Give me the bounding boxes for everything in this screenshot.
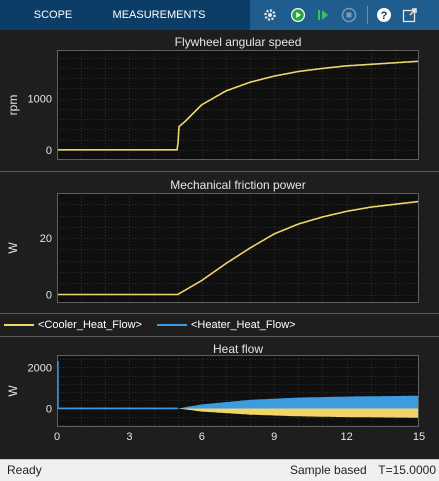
heat-flow-plot[interactable]: W 0 2000 0 3 6 9 12 15: [0, 337, 439, 459]
x-tick-label: 0: [54, 431, 60, 443]
series-line-speed: [57, 60, 419, 151]
axes-frame: [57, 193, 419, 303]
x-tick-label: 12: [340, 431, 352, 443]
y-tick-label: 0: [46, 403, 52, 415]
legend: <Cooler_Heat_Flow> <Heater_Heat_Flow>: [0, 314, 439, 336]
panel-divider: [0, 336, 439, 337]
plot-title: Mechanical friction power: [170, 178, 306, 192]
legend-item-cooler[interactable]: <Cooler_Heat_Flow>: [4, 314, 142, 336]
sample-mode-text: Sample based: [290, 463, 367, 477]
svg-text:?: ?: [381, 10, 388, 22]
y-tick-label: 0: [46, 145, 52, 157]
step-forward-icon[interactable]: [313, 5, 333, 25]
series-band-heater: [177, 395, 419, 409]
axes-background: [57, 50, 419, 160]
y-tick-label: 0: [46, 290, 52, 302]
legend-label: <Heater_Heat_Flow>: [191, 319, 296, 331]
x-tick-label: 9: [271, 431, 277, 443]
series-line-power: [57, 200, 420, 296]
status-text: Ready: [7, 463, 42, 477]
plot-title: Heat flow: [212, 342, 264, 356]
undock-icon[interactable]: [400, 5, 420, 25]
flywheel-speed-plot[interactable]: rpm 0 1000: [0, 30, 439, 171]
legend-label: <Cooler_Heat_Flow>: [38, 319, 142, 331]
status-bar: Ready Sample based T=15.0000: [0, 459, 439, 481]
panel-divider: [0, 171, 439, 172]
simulation-time-text: T=15.0000: [378, 463, 436, 477]
axes-background: [57, 193, 419, 303]
help-icon[interactable]: ?: [374, 5, 394, 25]
legend-line-cooler: [4, 324, 34, 326]
legend-line-heater: [157, 324, 187, 326]
toolbar-divider: [367, 6, 368, 24]
x-tick-label: 6: [199, 431, 205, 443]
tab-scope[interactable]: SCOPE: [33, 9, 73, 21]
panel-divider: [0, 313, 439, 314]
y-axis-label: rpm: [6, 95, 20, 116]
y-axis-label: W: [6, 242, 20, 254]
run-icon[interactable]: [288, 5, 308, 25]
legend-item-heater[interactable]: <Heater_Heat_Flow>: [157, 314, 296, 336]
y-tick-label: 1000: [28, 94, 52, 106]
y-tick-label: 20: [40, 233, 52, 245]
series-band-cooler: [177, 408, 419, 418]
settings-gear-icon[interactable]: [260, 5, 280, 25]
plot-panel-heat-flow: Heat flow W 0 2000 0 3 6 9 12 15: [0, 337, 439, 459]
tab-measurements[interactable]: MEASUREMENTS: [112, 9, 206, 21]
toolstrip: SCOPE MEASUREMENTS ?: [0, 0, 439, 30]
friction-power-plot[interactable]: W 0 20: [0, 172, 439, 313]
plot-panel-friction: Mechanical friction power W 0 20: [0, 172, 439, 313]
stop-icon[interactable]: [339, 5, 359, 25]
x-tick-label: 15: [413, 431, 425, 443]
axes-frame: [57, 50, 419, 160]
plot-panel-flywheel: Flywheel angular speed rpm 0 1000: [0, 30, 439, 171]
x-tick-label: 3: [126, 431, 132, 443]
plot-title: Flywheel angular speed: [174, 35, 302, 49]
y-tick-label: 2000: [28, 362, 52, 374]
quick-access-strip: ?: [250, 0, 439, 30]
y-axis-label: W: [6, 385, 20, 397]
